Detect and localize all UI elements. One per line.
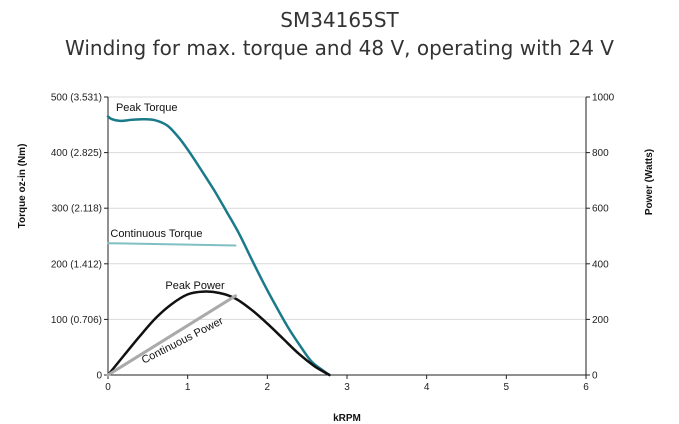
y-right-tick-label: 1000 xyxy=(592,93,615,104)
axes: 0 100 (0.706) 200 (1.412) 300 (2.118) 400 (2… xyxy=(51,93,615,394)
x-tick-label: 3 xyxy=(344,382,350,393)
y-right-tick-label: 800 xyxy=(592,148,609,159)
y-right-axis-title: Power (Watts) xyxy=(644,149,655,215)
y-left-tick-label: 400 (2.825) xyxy=(51,148,102,159)
chart-subtitle: Winding for max. torque and 48 V, operat… xyxy=(65,36,614,60)
y-right-tick-label: 0 xyxy=(592,371,598,382)
y-left-tick-label: 0 xyxy=(96,371,102,382)
y-left-tick-label: 500 (3.531) xyxy=(51,93,102,104)
x-axis-title: kRPM xyxy=(333,413,361,424)
y-right-tick-label: 600 xyxy=(592,204,609,215)
y-left-axis-title: Torque oz-in (Nm) xyxy=(17,144,28,229)
grid-lines xyxy=(108,96,586,320)
y-left-tick-label: 200 (1.412) xyxy=(51,259,102,270)
continuous-torque-label: Continuous Torque xyxy=(110,228,202,240)
x-tick-label: 0 xyxy=(105,382,111,393)
peak-torque-label: Peak Torque xyxy=(116,102,178,114)
x-tick-label: 4 xyxy=(424,382,430,393)
x-tick-label: 5 xyxy=(504,382,510,393)
x-tick-label: 2 xyxy=(265,382,271,393)
y-left-tick-label: 300 (2.118) xyxy=(52,204,102,215)
chart-title: SM34165ST xyxy=(280,8,399,32)
peak-power-label: Peak Power xyxy=(165,280,225,292)
y-right-tick-label: 400 xyxy=(592,259,609,270)
peak-power-line xyxy=(106,290,331,377)
continuous-power-line xyxy=(106,294,237,377)
y-left-tick-label: 100 (0.706) xyxy=(51,315,102,326)
series-lines xyxy=(106,115,331,377)
x-tick-label: 1 xyxy=(185,382,191,393)
peak-torque-line xyxy=(106,115,331,377)
continuous-torque-line xyxy=(107,242,237,247)
x-tick-label: 6 xyxy=(583,382,589,393)
y-right-tick-label: 200 xyxy=(592,315,609,326)
